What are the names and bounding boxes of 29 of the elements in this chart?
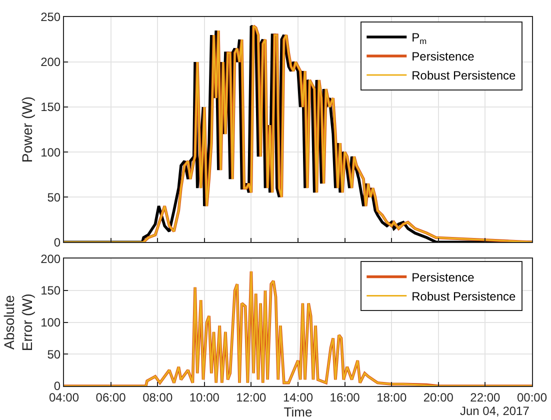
y-axis-title: Absolute Error (W) bbox=[0, 294, 36, 352]
y-tick-label: 250 bbox=[40, 10, 61, 24]
legend-label: Robust Persistence bbox=[412, 68, 516, 83]
x-tick-label: 18:00 bbox=[376, 390, 407, 404]
x-tick-label: 12:00 bbox=[236, 390, 267, 404]
y-tick-label: 50 bbox=[47, 190, 61, 204]
legend-label: Robust Persistence bbox=[412, 289, 516, 304]
text: Jun 04, 2017 bbox=[460, 404, 530, 418]
x-tick-label: 00:00 bbox=[516, 390, 548, 404]
y-tick-label: 100 bbox=[40, 145, 61, 160]
x-tick-label: 08:00 bbox=[142, 390, 173, 404]
y-tick-label: 150 bbox=[40, 100, 61, 114]
y-tick-label: 0 bbox=[54, 235, 61, 250]
y-axis-title: Power (W) bbox=[19, 96, 36, 163]
legend-label: Persistence bbox=[412, 50, 475, 64]
x-tick-label: 22:00 bbox=[470, 390, 501, 404]
x-axis-title: Time bbox=[284, 404, 312, 420]
y-tick-label: 150 bbox=[40, 284, 61, 298]
x-tick-label: 16:00 bbox=[330, 390, 360, 404]
x-tick-label: 06:00 bbox=[96, 390, 126, 404]
x-tick-label: 10:00 bbox=[189, 390, 220, 404]
y-tick-label: 200 bbox=[40, 252, 61, 266]
legend-label: P$_{m}$ bbox=[412, 30, 427, 46]
y-tick-label: 50 bbox=[47, 347, 61, 362]
y-tick-label: 200 bbox=[40, 55, 61, 70]
x-tick-label: 14:00 bbox=[282, 390, 314, 404]
y-tick-label: 100 bbox=[40, 316, 61, 330]
x-tick-label: 20:00 bbox=[423, 390, 454, 404]
legend-label: Persistence bbox=[412, 270, 475, 284]
